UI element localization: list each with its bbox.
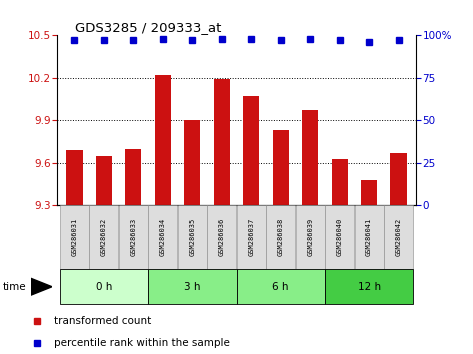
Text: 3 h: 3 h [184, 282, 201, 292]
Bar [390, 153, 407, 205]
Bar [236, 269, 325, 304]
Text: GSM286036: GSM286036 [219, 218, 225, 256]
Text: percentile rank within the sample: percentile rank within the sample [54, 338, 230, 348]
Polygon shape [31, 278, 52, 295]
Bar [125, 149, 141, 205]
Text: GSM286042: GSM286042 [395, 218, 402, 256]
Bar [237, 205, 266, 269]
Bar [60, 205, 89, 269]
Bar [89, 205, 118, 269]
Text: GDS3285 / 209333_at: GDS3285 / 209333_at [75, 21, 221, 34]
Bar [272, 130, 289, 205]
Bar [214, 79, 230, 205]
Bar [149, 205, 177, 269]
Text: GSM286035: GSM286035 [189, 218, 195, 256]
Bar [96, 156, 112, 205]
Bar [325, 205, 354, 269]
Bar [184, 120, 201, 205]
Bar [296, 205, 324, 269]
Text: GSM286040: GSM286040 [337, 218, 342, 256]
Text: GSM286041: GSM286041 [366, 218, 372, 256]
Bar [266, 205, 295, 269]
Text: GSM286033: GSM286033 [131, 218, 136, 256]
Text: GSM286039: GSM286039 [307, 218, 313, 256]
Bar [302, 110, 318, 205]
Text: GSM286034: GSM286034 [160, 218, 166, 256]
Text: time: time [2, 282, 26, 292]
Bar [384, 205, 413, 269]
Bar [332, 159, 348, 205]
Bar [60, 269, 148, 304]
Bar [361, 180, 377, 205]
Text: GSM286032: GSM286032 [101, 218, 107, 256]
Text: GSM286037: GSM286037 [248, 218, 254, 256]
Bar [66, 150, 83, 205]
Text: GSM286031: GSM286031 [71, 218, 78, 256]
Text: 12 h: 12 h [358, 282, 381, 292]
Text: transformed count: transformed count [54, 316, 151, 326]
Bar [355, 205, 384, 269]
Bar [325, 269, 413, 304]
Bar [148, 269, 236, 304]
Bar [119, 205, 148, 269]
Bar [178, 205, 207, 269]
Text: 6 h: 6 h [272, 282, 289, 292]
Bar [207, 205, 236, 269]
Bar [243, 96, 259, 205]
Bar [155, 75, 171, 205]
Text: GSM286038: GSM286038 [278, 218, 284, 256]
Text: 0 h: 0 h [96, 282, 112, 292]
